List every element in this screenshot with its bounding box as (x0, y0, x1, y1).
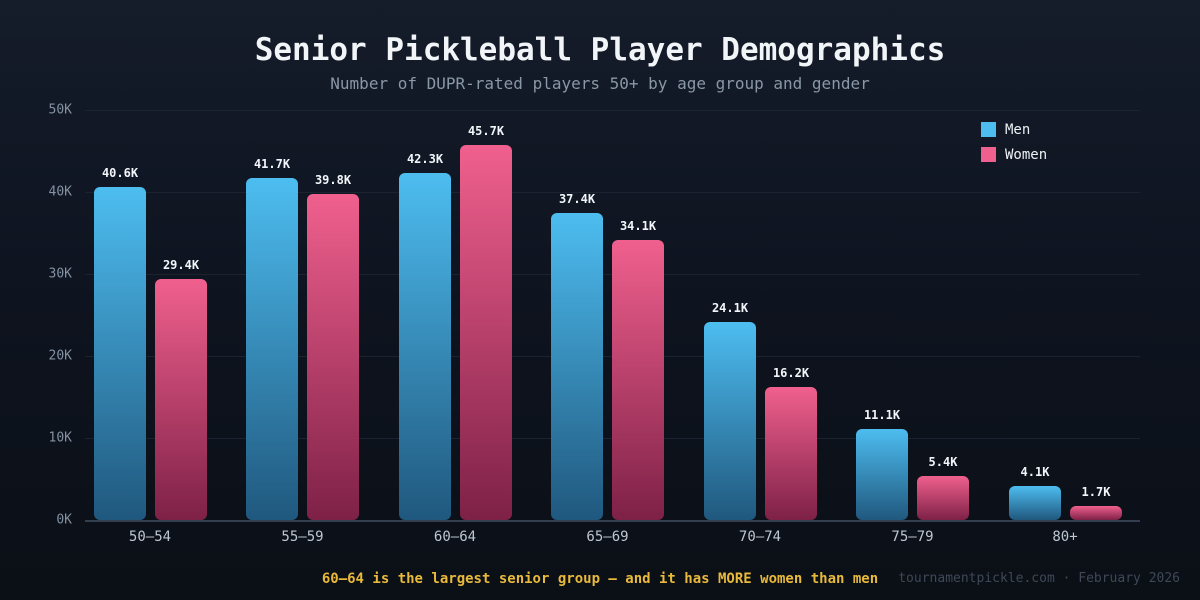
bar-men-0 (94, 187, 146, 520)
bar-men-1 (246, 178, 298, 520)
footer-attribution: tournamentpickle.com · February 2026 (898, 571, 1180, 586)
value-label-men-2: 42.3K (406, 152, 444, 166)
y-axis-tick-50k: 50K (48, 102, 72, 118)
bar-women-4 (765, 387, 817, 520)
bar-men-3 (551, 213, 603, 520)
bar-women-3 (612, 240, 664, 520)
bar-women-1 (307, 194, 359, 520)
value-label-men-6: 4.1K (1020, 465, 1050, 479)
bar-men-6 (1009, 486, 1061, 520)
y-axis-tick-20k: 20K (48, 348, 72, 364)
legend-swatch-men (981, 122, 996, 137)
bar-women-2 (460, 145, 512, 520)
y-axis-tick-0k: 0K (56, 512, 72, 528)
bar-men-2 (399, 173, 451, 520)
x-axis-label-0: 50–54 (128, 529, 172, 545)
bar-women-0 (155, 279, 207, 520)
chart-subtitle: Number of DUPR-rated players 50+ by age … (330, 74, 870, 93)
y-axis-tick-30k: 30K (48, 266, 72, 282)
y-axis-tick-10k: 10K (48, 430, 72, 446)
value-label-women-0: 29.4K (162, 258, 200, 272)
y-axis-tick-40k: 40K (48, 184, 72, 200)
legend-label-women: Women (1005, 146, 1048, 163)
value-label-men-3: 37.4K (558, 192, 596, 206)
value-label-men-4: 24.1K (711, 301, 749, 315)
legend-swatch-women (981, 147, 996, 162)
value-label-women-2: 45.7K (467, 124, 505, 138)
x-axis-label-5: 75–79 (891, 529, 934, 545)
legend-item-men: Men (981, 117, 1047, 142)
value-label-men-1: 41.7K (253, 157, 291, 171)
x-axis-label-4: 70–74 (738, 529, 782, 545)
chart-title: Senior Pickleball Player Demographics (254, 32, 946, 68)
legend-item-women: Women (981, 142, 1047, 167)
x-axis-label-6: 80+ (1052, 529, 1078, 545)
gridline-50k (85, 110, 1140, 111)
x-axis-label-1: 55–59 (281, 529, 324, 545)
value-label-women-6: 1.7K (1081, 485, 1111, 499)
footer-note: 60–64 is the largest senior group — and … (321, 571, 879, 587)
x-axis-line (85, 520, 1140, 522)
value-label-women-4: 16.2K (772, 366, 810, 380)
bar-men-4 (704, 322, 756, 520)
bar-women-6 (1070, 506, 1122, 520)
value-label-men-0: 40.6K (101, 166, 139, 180)
x-axis-label-3: 65–69 (586, 529, 629, 545)
value-label-women-3: 34.1K (619, 219, 657, 233)
bar-men-5 (856, 429, 908, 520)
value-label-women-1: 39.8K (314, 173, 352, 187)
legend-label-men: Men (1005, 121, 1031, 138)
bar-women-5 (917, 476, 969, 520)
value-label-women-5: 5.4K (928, 455, 958, 469)
legend: Men Women (981, 117, 1047, 167)
x-axis-label-2: 60–64 (433, 529, 477, 545)
gridline-40k (85, 192, 1140, 193)
value-label-men-5: 11.1K (863, 408, 901, 422)
